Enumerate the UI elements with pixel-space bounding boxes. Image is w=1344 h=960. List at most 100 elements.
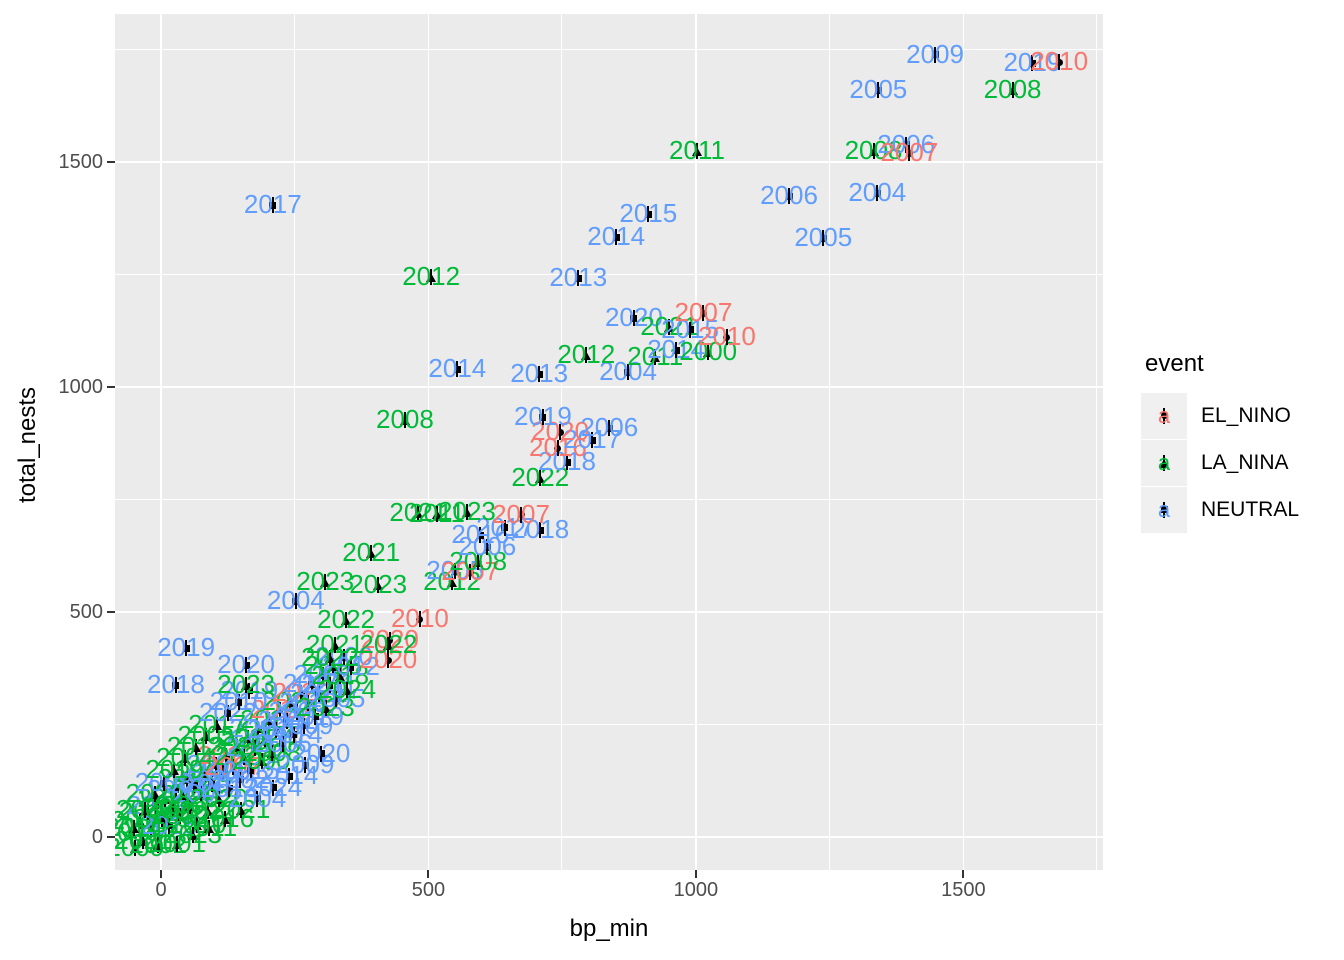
square-point-marker [874, 86, 882, 94]
triangle-point-marker [203, 807, 214, 817]
data-point-label: 2007 [674, 297, 733, 328]
square-point-icon [1160, 506, 1168, 513]
circle-point-marker [384, 656, 392, 664]
triangle-point-marker [146, 825, 157, 835]
y-tick-mark [107, 611, 115, 614]
circle-point-marker [416, 615, 424, 623]
x-tick-label: 1000 [673, 879, 719, 901]
circle-point-marker [517, 511, 525, 519]
data-point-label: 2002 [211, 763, 270, 794]
y-tick-mark [107, 386, 115, 389]
x-tick-mark [160, 870, 162, 878]
square-point-marker [245, 687, 253, 695]
triangle-point-marker [260, 735, 271, 745]
square-point-marker [311, 713, 319, 721]
square-point-marker [672, 346, 680, 354]
gridline [427, 14, 430, 870]
legend: event a EL_NINO a LA_NINA a NEUTRAL [1141, 350, 1299, 533]
data-point-label: 2014 [428, 353, 487, 384]
triangle-point-marker [188, 830, 199, 840]
triangle-point-marker [199, 770, 210, 780]
gridline [962, 14, 965, 870]
square-point-marker [254, 725, 262, 733]
circle-point-icon [1160, 412, 1168, 419]
triangle-point-marker [178, 791, 189, 801]
data-point-label: 2009 [275, 709, 334, 740]
legend-item-la-nina: a LA_NINA [1141, 439, 1299, 486]
data-point-label: 2018 [538, 446, 596, 477]
triangle-point-marker [238, 753, 249, 763]
data-point-label: 2023 [438, 496, 496, 527]
circle-point-marker [386, 636, 394, 644]
data-point-label: 2000 [232, 744, 291, 775]
gridline [115, 161, 1103, 163]
data-point-label: 2009 [906, 38, 964, 69]
data-point-label: 2024 [318, 673, 377, 704]
triangle-point-marker [185, 801, 196, 811]
triangle-point-marker [167, 803, 178, 813]
square-point-marker [235, 698, 243, 706]
triangle-point-marker [157, 815, 168, 825]
data-point-label: 2018 [311, 659, 370, 690]
square-point-marker [300, 722, 308, 730]
y-tick-mark [107, 161, 115, 164]
triangle-point-marker [320, 577, 331, 587]
data-point-label: 2020 [125, 778, 184, 809]
circle-point-marker [229, 763, 237, 771]
data-point-label: 2022 [198, 697, 257, 728]
triangle-point-marker [256, 756, 267, 766]
x-tick-label: 0 [155, 879, 167, 901]
data-point-label: 2006 [580, 412, 639, 443]
gridline [695, 14, 697, 870]
text-glyph-icon: a [1157, 496, 1171, 522]
data-point-label: 2023 [296, 565, 355, 596]
data-point-label: 2017 [188, 708, 247, 739]
triangle-point-marker [180, 754, 191, 764]
circle-point-marker [699, 309, 707, 317]
square-point-marker [236, 776, 244, 784]
data-point-label: 2021 [342, 537, 401, 568]
gridline [115, 386, 1103, 388]
data-point-label: 2017 [476, 511, 534, 542]
data-point-label: 2010 [1030, 46, 1089, 77]
square-point-marker [165, 822, 173, 830]
triangle-point-marker [126, 828, 137, 838]
data-point-label: 2021 [640, 311, 699, 342]
triangle-point-marker [181, 774, 192, 784]
square-point-marker [686, 326, 694, 334]
data-point-label: 2014 [115, 812, 164, 843]
triangle-point-marker [201, 731, 212, 741]
circle-point-marker [723, 333, 731, 341]
data-point-label: 2017 [243, 189, 302, 220]
gridline [115, 611, 1103, 613]
data-point-label: 2008 [983, 74, 1042, 105]
x-tick-mark [427, 870, 430, 878]
triangle-point-marker [172, 839, 183, 849]
x-tick-mark [962, 870, 965, 878]
square-point-marker [931, 51, 939, 59]
triangle-point-marker [174, 811, 185, 821]
square-point-marker [317, 750, 325, 758]
data-point-label: 2014 [264, 718, 323, 749]
y-tick-label: 500 [69, 601, 103, 624]
square-point-marker [347, 663, 355, 671]
square-point-marker [535, 370, 543, 378]
square-point-marker [1028, 59, 1036, 67]
square-point-marker [630, 314, 638, 322]
circle-point-marker [276, 706, 284, 714]
square-point-marker [279, 740, 287, 748]
data-point-label: 2005 [794, 222, 853, 253]
square-point-marker [819, 234, 827, 242]
x-tick-label: 1500 [941, 879, 986, 901]
triangle-point-marker [212, 720, 223, 730]
triangle-point-marker [285, 698, 296, 708]
data-point-label: 2004 [266, 585, 325, 616]
triangle-point-marker [134, 817, 145, 827]
data-point-label: 2020 [604, 302, 663, 333]
data-point-label: 2013 [549, 262, 608, 293]
data-point-label: 2022 [359, 628, 418, 659]
square-point-marker [326, 681, 333, 689]
triangle-point-marker [341, 616, 352, 626]
square-point-marker [304, 699, 312, 707]
